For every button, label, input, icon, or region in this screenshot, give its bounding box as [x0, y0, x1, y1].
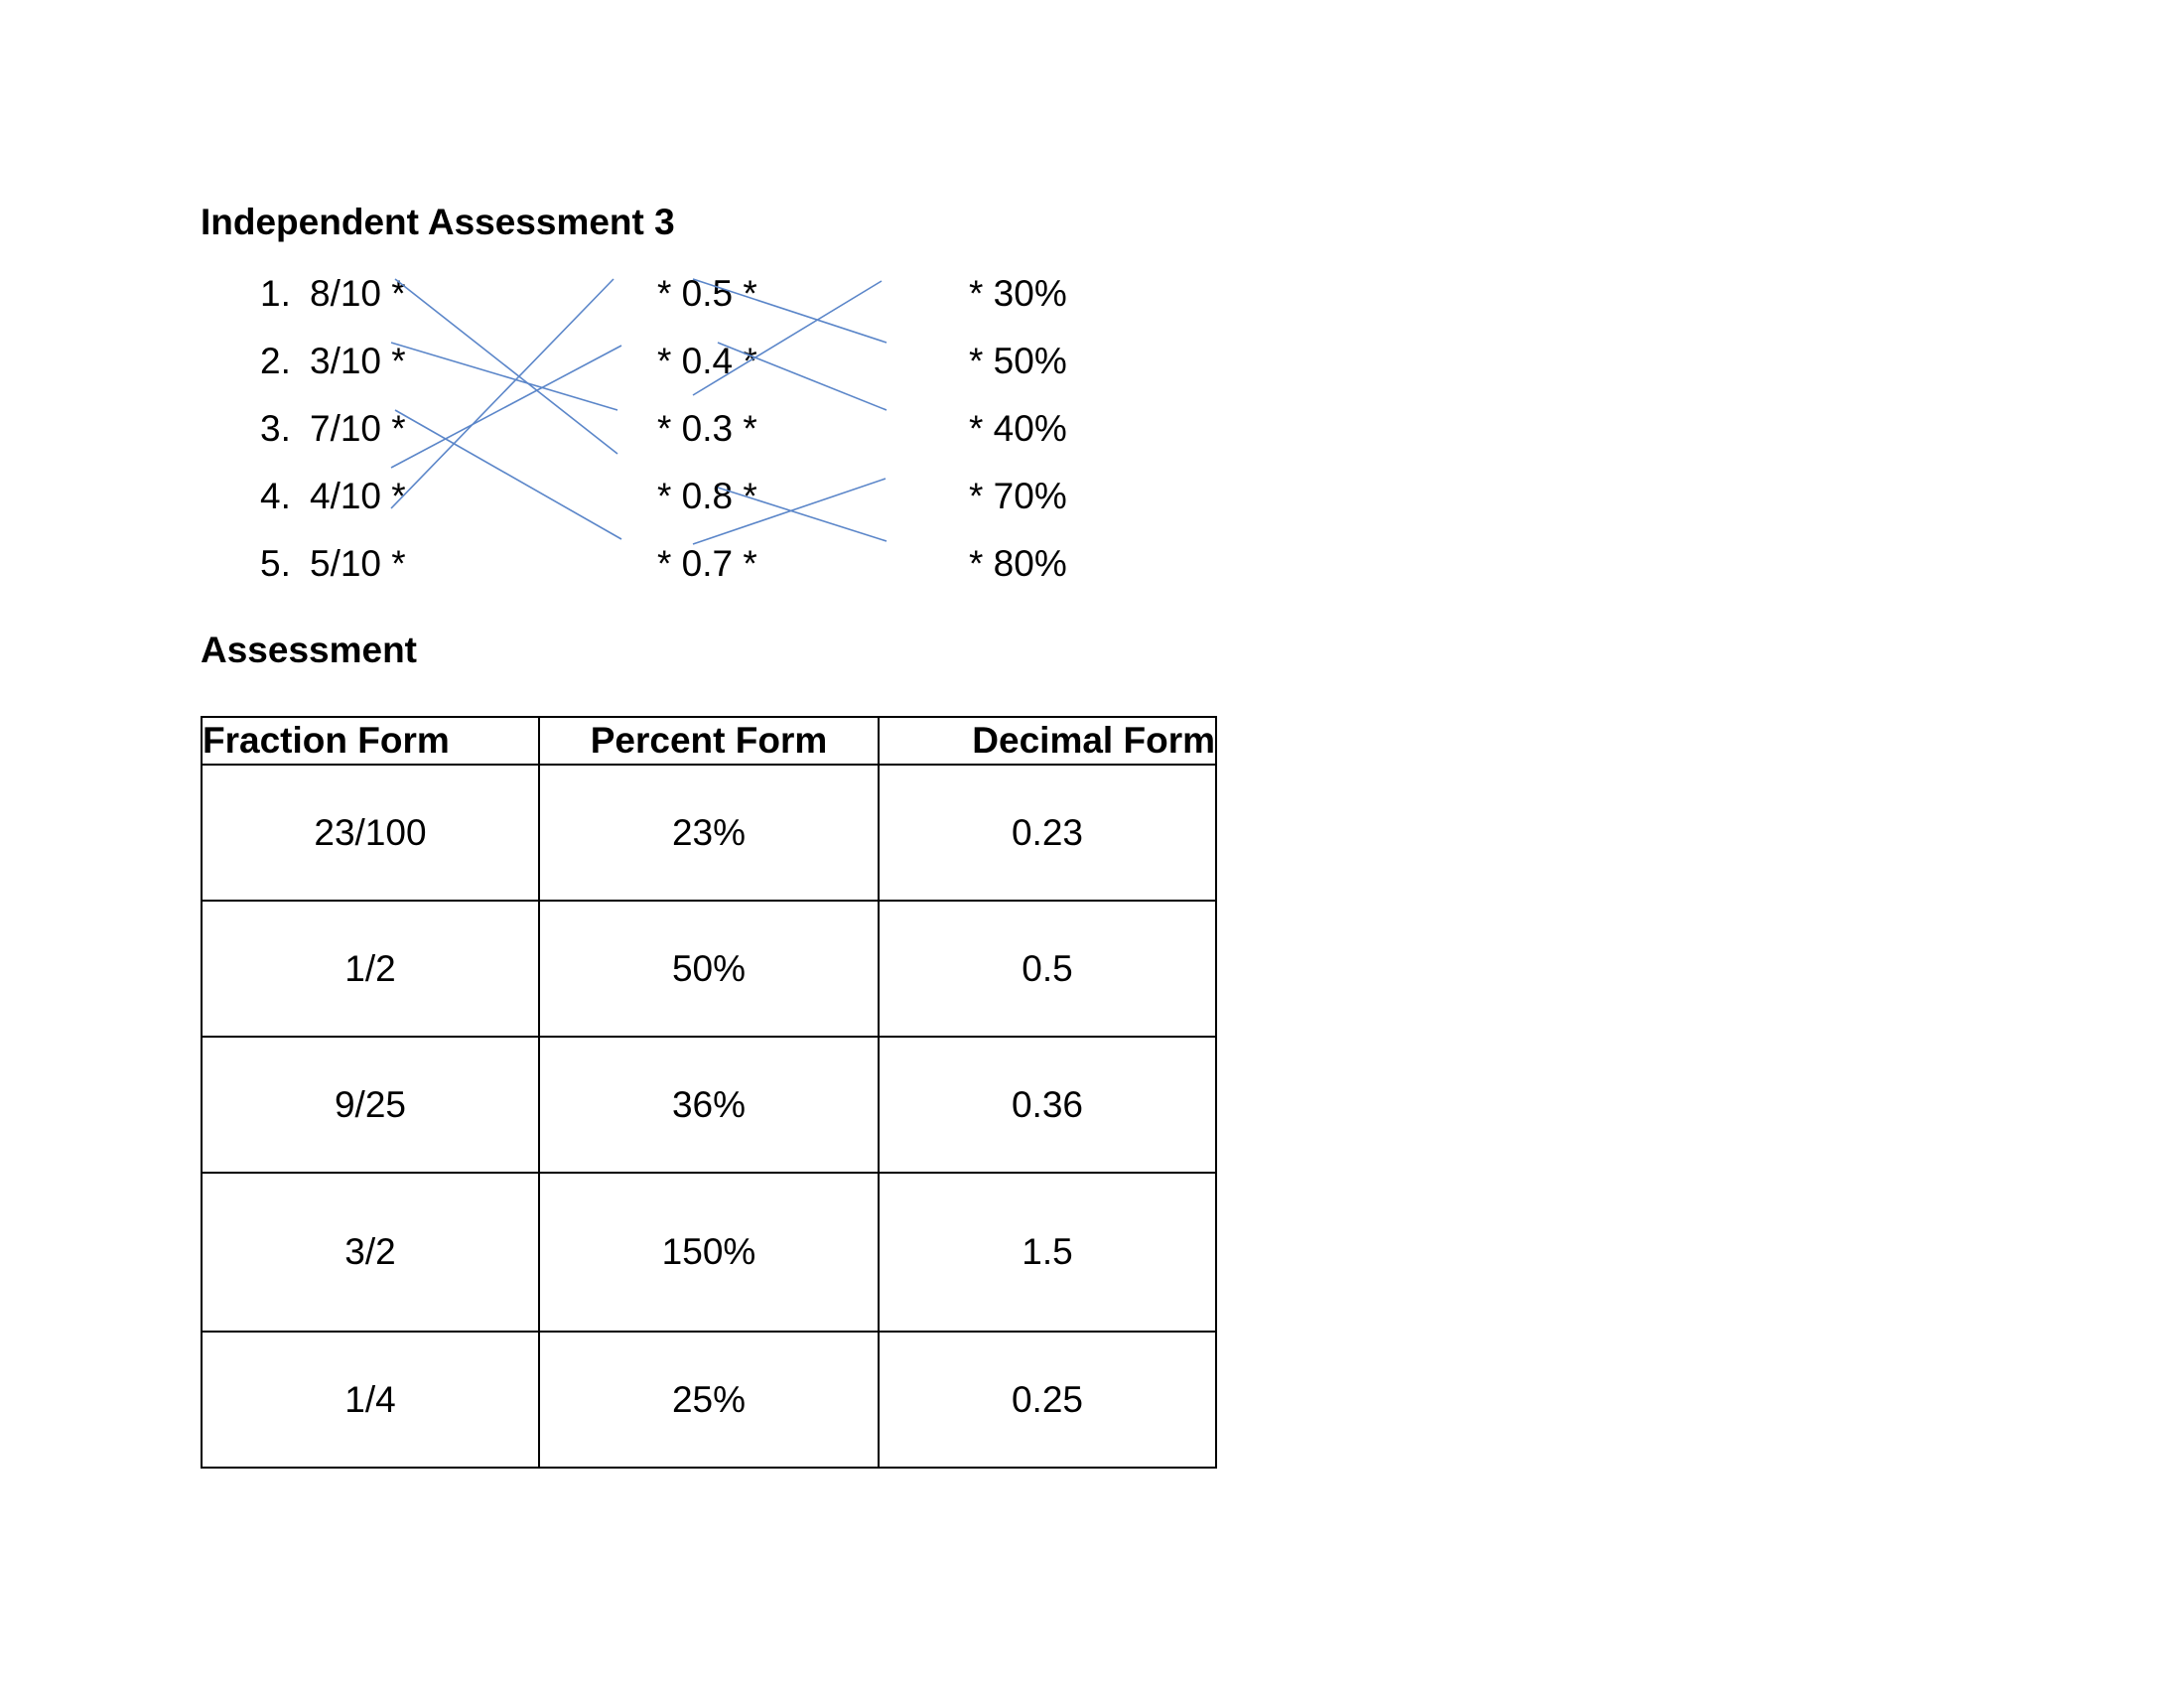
- decimal-item: * 0.4 *: [657, 341, 757, 381]
- percent-column: * 30% * 50% * 40% * 70% * 80%: [969, 270, 1067, 608]
- table-row: 1/4 25% 0.25: [201, 1331, 1217, 1469]
- item-number: 2.: [260, 341, 291, 381]
- fraction-item: 1. 8/10 *: [260, 270, 406, 338]
- item-number: 1.: [260, 273, 291, 314]
- column-header-fraction: Fraction Form: [201, 716, 540, 766]
- match-line: [394, 409, 622, 540]
- fraction-cell: 1/2: [201, 900, 540, 1038]
- table-row: 23/100 23% 0.23: [201, 764, 1217, 902]
- fraction-item: 2. 3/10 *: [260, 338, 406, 405]
- item-number: 4.: [260, 476, 291, 516]
- decimal-cell: 0.36: [878, 1036, 1217, 1174]
- decimal-item: * 0.7 *: [657, 543, 757, 584]
- match-line: [390, 278, 614, 509]
- percent-cell: 25%: [538, 1331, 880, 1469]
- column-header-percent: Percent Form: [538, 716, 880, 766]
- column-header-decimal: Decimal Form: [878, 716, 1217, 766]
- decimal-cell: 0.23: [878, 764, 1217, 902]
- table-header-row: Fraction Form Percent Form Decimal Form: [201, 716, 1217, 766]
- fraction-value: 4/10 *: [310, 476, 406, 516]
- match-line: [390, 342, 618, 411]
- fraction-cell: 9/25: [201, 1036, 540, 1174]
- fraction-value: 5/10 *: [310, 543, 406, 584]
- percent-item: * 70%: [969, 476, 1067, 516]
- decimal-cell: 0.25: [878, 1331, 1217, 1469]
- fraction-column: 1. 8/10 * 2. 3/10 * 3. 7/10 * 4. 4/10 * 5. 5/…: [260, 270, 406, 608]
- matching-exercise: 1. 8/10 * 2. 3/10 * 3. 7/10 * 4. 4/10 * 5. 5/…: [0, 0, 1191, 616]
- decimal-item: * 0.3 *: [657, 408, 757, 449]
- conversion-table: Fraction Form Percent Form Decimal Form …: [201, 716, 1217, 1469]
- percent-cell: 36%: [538, 1036, 880, 1174]
- fraction-item: 4. 4/10 *: [260, 473, 406, 540]
- item-number: 3.: [260, 408, 291, 449]
- section-title-independent-assessment: Independent Assessment 3: [201, 202, 675, 242]
- match-line: [394, 278, 618, 455]
- percent-item: * 30%: [969, 273, 1067, 314]
- fraction-value: 7/10 *: [310, 408, 406, 449]
- item-number: 5.: [260, 543, 291, 584]
- section-title-assessment: Assessment: [201, 630, 418, 670]
- fraction-item: 5. 5/10 *: [260, 540, 406, 608]
- percent-item: * 40%: [969, 408, 1067, 449]
- table-row: 9/25 36% 0.36: [201, 1036, 1217, 1174]
- match-line: [390, 345, 622, 469]
- fraction-value: 8/10 *: [310, 273, 406, 314]
- percent-cell: 50%: [538, 900, 880, 1038]
- percent-item: * 80%: [969, 543, 1067, 584]
- table-row: 1/2 50% 0.5: [201, 900, 1217, 1038]
- decimal-item: * 0.5 *: [657, 273, 757, 314]
- decimal-item: * 0.8 *: [657, 476, 757, 516]
- fraction-cell: 3/2: [201, 1172, 540, 1333]
- fraction-item: 3. 7/10 *: [260, 405, 406, 473]
- fraction-cell: 1/4: [201, 1331, 540, 1469]
- fraction-cell: 23/100: [201, 764, 540, 902]
- decimal-cell: 0.5: [878, 900, 1217, 1038]
- fraction-value: 3/10 *: [310, 341, 406, 381]
- percent-cell: 23%: [538, 764, 880, 902]
- decimal-cell: 1.5: [878, 1172, 1217, 1333]
- percent-item: * 50%: [969, 341, 1067, 381]
- decimal-column: * 0.5 * * 0.4 * * 0.3 * * 0.8 * * 0.7 *: [657, 270, 757, 608]
- table-row: 3/2 150% 1.5: [201, 1172, 1217, 1333]
- percent-cell: 150%: [538, 1172, 880, 1333]
